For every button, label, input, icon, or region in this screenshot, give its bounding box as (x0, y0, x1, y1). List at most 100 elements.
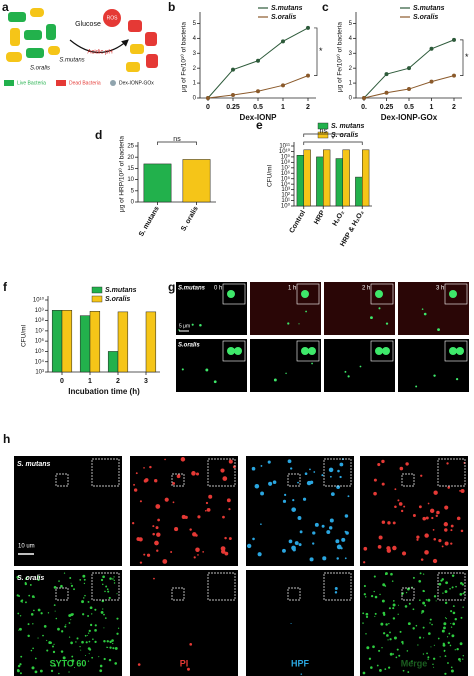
annotation: * (465, 52, 469, 62)
speck (392, 653, 395, 655)
speck (378, 649, 381, 652)
y-tick-label: 10⁶ (35, 338, 45, 345)
legend-label: S.oralis (413, 14, 438, 21)
speck (446, 462, 449, 465)
speck (365, 612, 369, 616)
speck (423, 312, 427, 316)
speck (26, 576, 28, 579)
inset (370, 283, 394, 305)
y-axis-label: μg of Fe/10¹⁰ of bacteria (180, 22, 188, 92)
speck (117, 627, 120, 629)
speck (81, 640, 84, 644)
speck (389, 652, 393, 656)
speck (189, 528, 192, 531)
legend-swatch (317, 122, 329, 130)
speck (82, 574, 86, 578)
speck (138, 537, 143, 542)
speck (432, 657, 436, 660)
y-tick-label: 5 (131, 188, 135, 194)
x-tick-label: HRP (313, 209, 327, 226)
speck (300, 673, 303, 675)
row-label: S. mutans (17, 461, 51, 468)
speck (449, 588, 451, 590)
speck (451, 634, 455, 638)
speck (313, 471, 316, 473)
speck (422, 601, 426, 605)
speck (87, 634, 89, 636)
speck (438, 582, 442, 586)
bacterium (8, 12, 26, 22)
speck (377, 462, 381, 467)
speck (362, 671, 366, 675)
speck (395, 656, 398, 659)
micrograph (324, 282, 395, 335)
speck (398, 502, 403, 506)
speck (191, 323, 194, 326)
speck (379, 593, 381, 596)
speck (113, 579, 115, 582)
speck (370, 594, 374, 598)
inset (370, 340, 394, 362)
x-tick-label: 3 (144, 378, 148, 385)
speck (84, 634, 87, 637)
speck (459, 660, 461, 662)
speck (65, 624, 67, 626)
speck (392, 607, 395, 610)
bar (51, 310, 63, 373)
series-line (363, 75, 455, 99)
bacterium (126, 62, 140, 72)
mutans-label: S.mutans (59, 58, 84, 64)
speck (446, 636, 449, 638)
speck (69, 577, 72, 579)
speck (378, 307, 381, 310)
speck (370, 666, 373, 669)
speck (114, 662, 118, 665)
y-tick-label: 10⁰ (281, 203, 291, 210)
column-label: HPF (291, 658, 310, 668)
speck (57, 627, 60, 631)
speck (421, 308, 424, 310)
speck (42, 634, 44, 637)
speck (458, 657, 461, 661)
panel-label: c (322, 0, 329, 14)
y-tick-label: 3 (193, 51, 197, 57)
speck (451, 586, 454, 589)
speck (195, 547, 200, 552)
speck (155, 526, 159, 530)
roi (287, 473, 301, 487)
legend-swatch (4, 80, 14, 86)
cell (449, 290, 457, 298)
speck (102, 608, 104, 610)
speck (422, 653, 425, 655)
speck (412, 514, 416, 518)
speck (335, 539, 340, 544)
speck (433, 490, 438, 495)
speck (25, 601, 27, 604)
legend-label: S. oralis (331, 132, 358, 139)
speck (55, 617, 58, 620)
speck (25, 577, 28, 580)
panel-label: b (168, 0, 175, 14)
speck (137, 663, 141, 666)
panel-label: f (3, 280, 8, 294)
speck (226, 498, 231, 503)
speck (305, 310, 307, 313)
speck (83, 578, 86, 581)
speck (462, 606, 464, 608)
speck (51, 645, 54, 648)
time-label: 2 h (362, 286, 370, 292)
speck (53, 643, 55, 645)
speck (146, 553, 151, 557)
speck (174, 527, 179, 532)
speck (27, 634, 30, 638)
speck (404, 605, 408, 608)
speck (299, 530, 303, 534)
speck (87, 647, 91, 650)
bar (335, 158, 343, 207)
row-label: S.oralis (178, 343, 200, 349)
roi (401, 473, 415, 487)
speck (381, 647, 383, 649)
speck (372, 645, 375, 649)
speck (34, 670, 38, 674)
